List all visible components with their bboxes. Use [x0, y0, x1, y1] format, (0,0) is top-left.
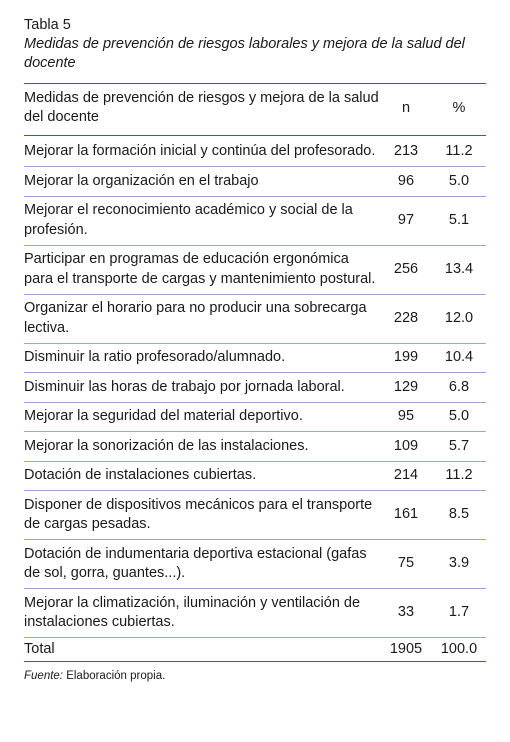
table-row: Mejorar la formación inicial y continúa …: [24, 135, 486, 167]
total-n: 1905: [380, 637, 432, 662]
measure-cell: Disminuir la ratio profesorado/alumnado.: [24, 343, 380, 373]
percent-cell: 5.0: [432, 166, 486, 197]
measure-cell: Organizar el horario para no producir un…: [24, 294, 380, 344]
percent-cell: 1.7: [432, 588, 486, 638]
table-label: Tabla 5: [24, 17, 71, 33]
n-cell: 161: [380, 490, 432, 540]
n-cell: 199: [380, 343, 432, 373]
measure-cell: Mejorar el reconocimiento académico y so…: [24, 196, 380, 246]
measure-cell: Mejorar la seguridad del material deport…: [24, 402, 380, 432]
n-cell: 97: [380, 196, 432, 246]
table-row: Mejorar la climatización, iluminación y …: [24, 588, 486, 638]
percent-cell: 3.9: [432, 539, 486, 589]
header-measures: Medidas de prevención de riesgos y mejor…: [24, 83, 380, 136]
percent-cell: 8.5: [432, 490, 486, 540]
n-cell: 109: [380, 431, 432, 462]
measure-cell: Mejorar la climatización, iluminación y …: [24, 588, 380, 638]
source-text: Elaboración propia.: [63, 669, 166, 682]
table-row: Mejorar la sonorización de las instalaci…: [24, 431, 486, 462]
percent-cell: 12.0: [432, 294, 486, 344]
header-percent: %: [432, 83, 486, 136]
table-row: Mejorar el reconocimiento académico y so…: [24, 196, 486, 246]
table-row: Disminuir la ratio profesorado/alumnado.…: [24, 343, 486, 373]
percent-cell: 10.4: [432, 343, 486, 373]
percent-cell: 5.7: [432, 431, 486, 462]
measure-cell: Mejorar la sonorización de las instalaci…: [24, 431, 380, 462]
header-n: n: [380, 83, 432, 136]
n-cell: 129: [380, 372, 432, 403]
total-label: Total: [24, 637, 380, 662]
measure-cell: Mejorar la organización en el trabajo: [24, 166, 380, 197]
measure-cell: Dotación de indumentaria deportiva estac…: [24, 539, 380, 589]
table-row: Disminuir las horas de trabajo por jorna…: [24, 372, 486, 403]
percent-cell: 5.1: [432, 196, 486, 246]
n-cell: 96: [380, 166, 432, 197]
n-cell: 95: [380, 402, 432, 432]
percent-cell: 5.0: [432, 402, 486, 432]
total-percent: 100.0: [432, 637, 486, 662]
measure-cell: Disminuir las horas de trabajo por jorna…: [24, 372, 380, 403]
percent-cell: 6.8: [432, 372, 486, 403]
measure-cell: Dotación de instalaciones cubiertas.: [24, 461, 380, 491]
n-cell: 213: [380, 135, 432, 167]
measure-cell: Disponer de dispositivos mecánicos para …: [24, 490, 380, 540]
percent-cell: 11.2: [432, 461, 486, 491]
percent-cell: 13.4: [432, 245, 486, 295]
measure-cell: Mejorar la formación inicial y continúa …: [24, 135, 380, 167]
measure-cell: Participar en programas de educación erg…: [24, 245, 380, 295]
total-row: Total 1905 100.0: [24, 637, 486, 662]
table-figure: Tabla 5 Medidas de prevención de riesgos…: [24, 16, 486, 684]
table-row: Mejorar la organización en el trabajo 96 5…: [24, 166, 486, 197]
table-row: Organizar el horario para no producir un…: [24, 294, 486, 344]
table-title: Medidas de prevención de riesgos laboral…: [24, 36, 465, 71]
n-cell: 256: [380, 245, 432, 295]
n-cell: 75: [380, 539, 432, 589]
prevention-measures-table: Medidas de prevención de riesgos y mejor…: [24, 83, 486, 662]
table-row: Participar en programas de educación erg…: [24, 245, 486, 295]
percent-cell: 11.2: [432, 135, 486, 167]
header-row: Medidas de prevención de riesgos y mejor…: [24, 83, 486, 136]
table-row: Dotación de instalaciones cubiertas. 214 1…: [24, 461, 486, 491]
n-cell: 214: [380, 461, 432, 491]
table-row: Dotación de indumentaria deportiva estac…: [24, 539, 486, 589]
n-cell: 228: [380, 294, 432, 344]
table-header: Medidas de prevención de riesgos y mejor…: [24, 83, 486, 136]
table-source: Fuente: Elaboración propia.: [24, 669, 486, 684]
source-label: Fuente:: [24, 669, 63, 682]
table-body: Mejorar la formación inicial y continúa …: [24, 135, 486, 662]
table-row: Disponer de dispositivos mecánicos para …: [24, 490, 486, 540]
n-cell: 33: [380, 588, 432, 638]
table-row: Mejorar la seguridad del material deport…: [24, 402, 486, 432]
